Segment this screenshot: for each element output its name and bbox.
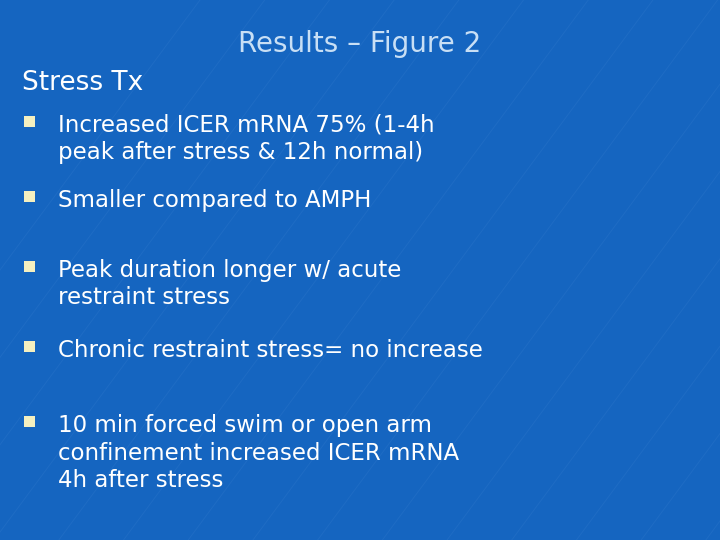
FancyBboxPatch shape — [24, 116, 35, 127]
Text: Increased ICER mRNA 75% (1-4h
peak after stress & 12h normal): Increased ICER mRNA 75% (1-4h peak after… — [58, 114, 435, 165]
Text: Peak duration longer w/ acute
restraint stress: Peak duration longer w/ acute restraint … — [58, 259, 401, 309]
Text: Results – Figure 2: Results – Figure 2 — [238, 30, 482, 58]
Text: Chronic restraint stress= no increase: Chronic restraint stress= no increase — [58, 339, 483, 362]
FancyBboxPatch shape — [24, 191, 35, 202]
Text: 10 min forced swim or open arm
confinement increased ICER mRNA
4h after stress: 10 min forced swim or open arm confineme… — [58, 414, 459, 492]
Text: Stress Tx: Stress Tx — [22, 70, 143, 96]
Text: Smaller compared to AMPH: Smaller compared to AMPH — [58, 189, 372, 212]
FancyBboxPatch shape — [24, 261, 35, 272]
FancyBboxPatch shape — [24, 416, 35, 427]
FancyBboxPatch shape — [24, 341, 35, 352]
